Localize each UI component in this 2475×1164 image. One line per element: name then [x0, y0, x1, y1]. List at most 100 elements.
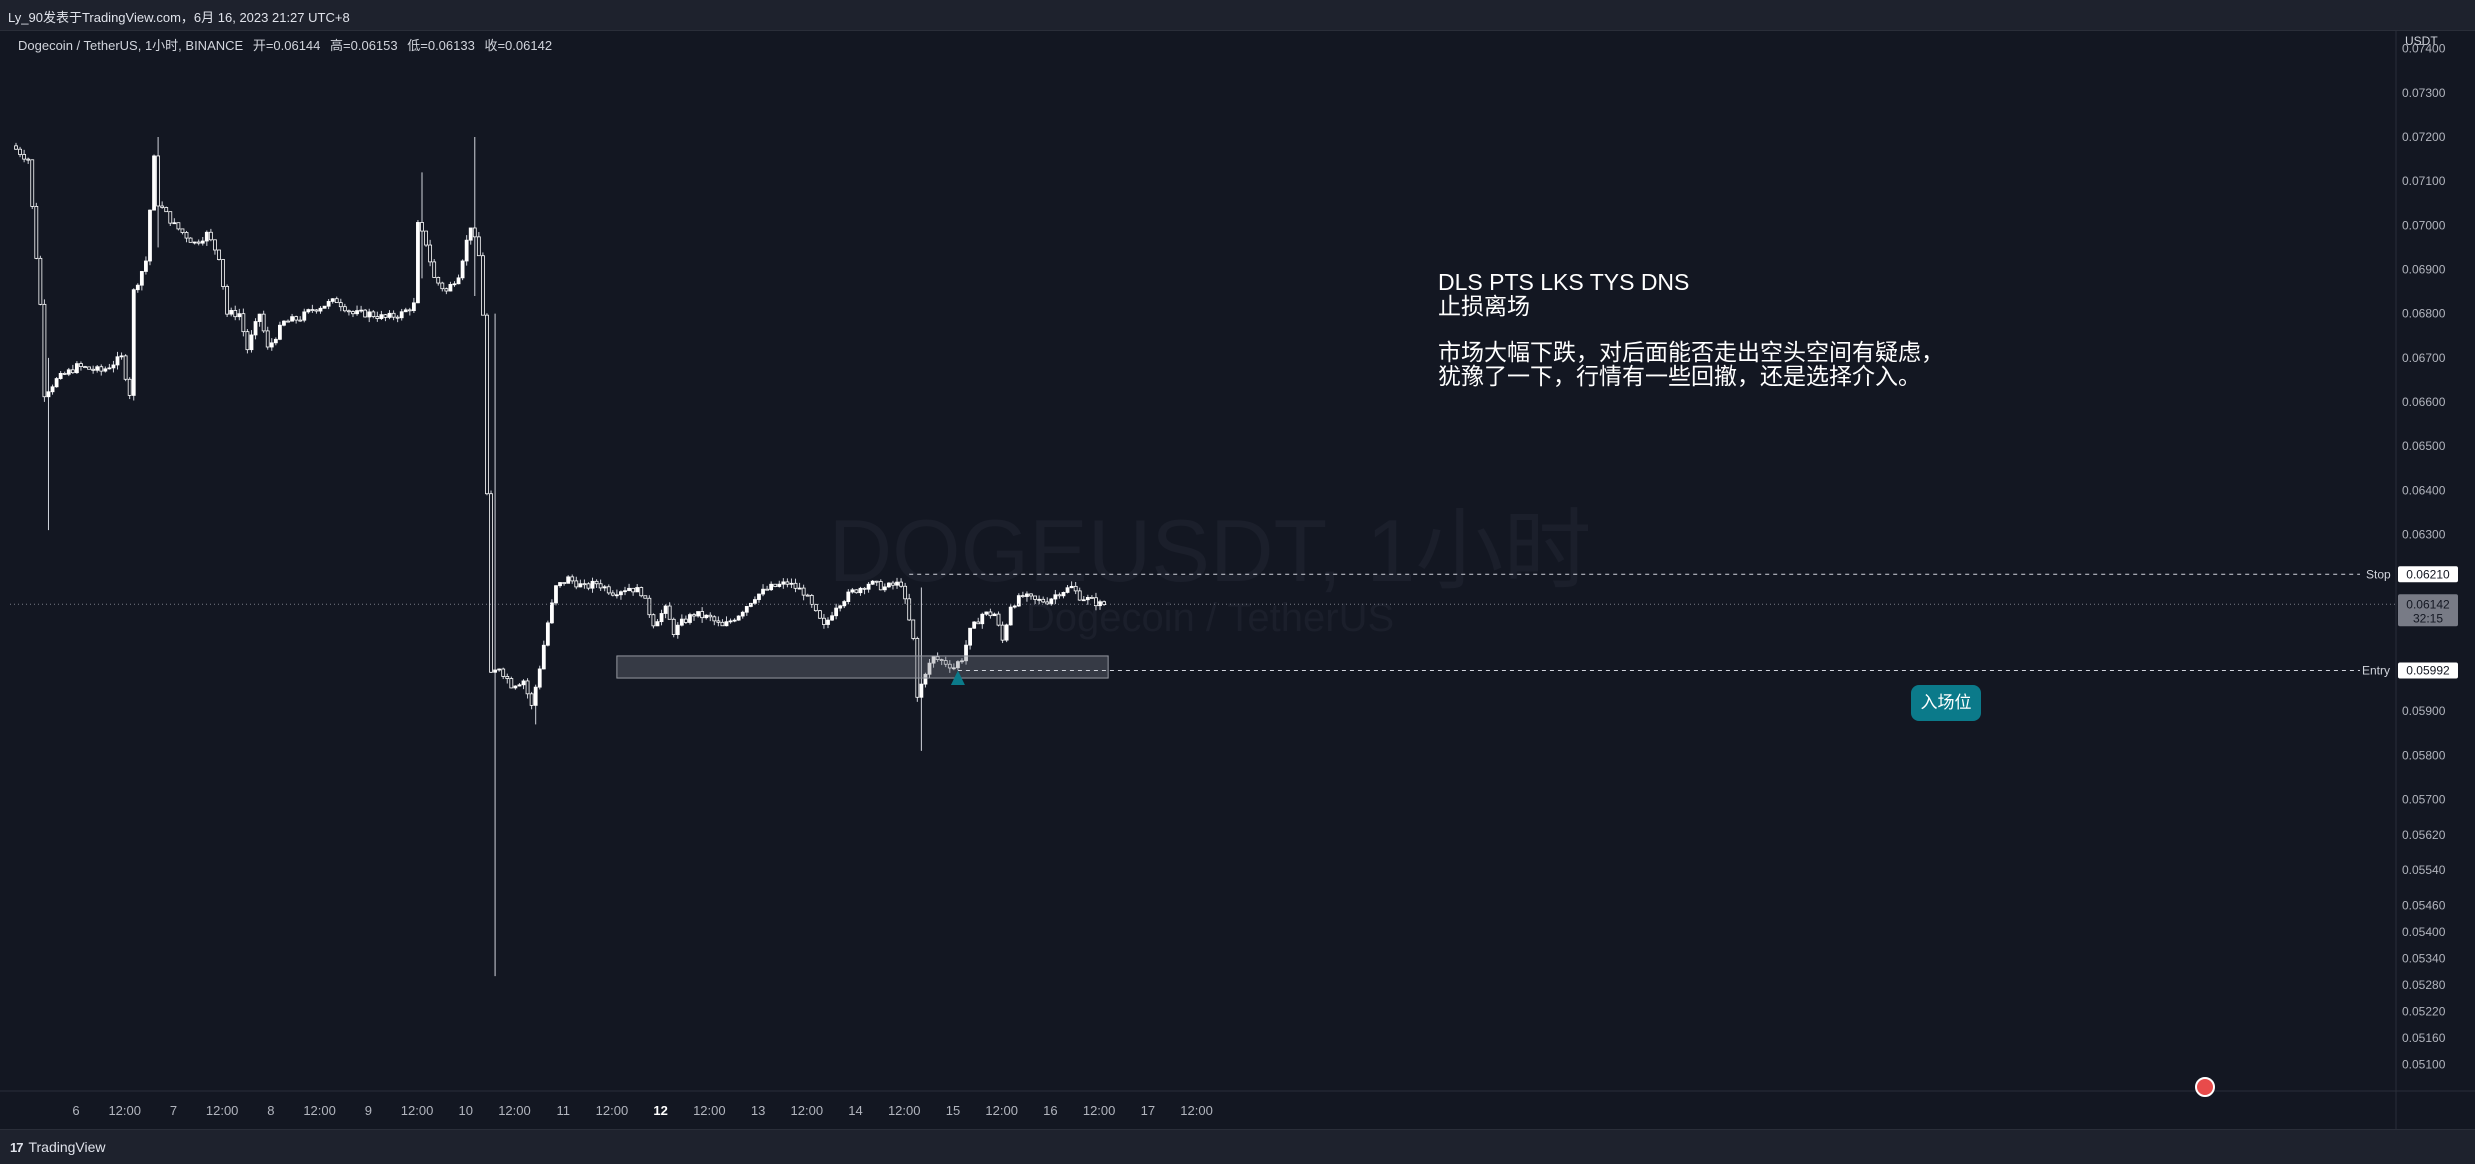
price-tick-label: 0.07300: [2402, 86, 2446, 100]
candle-body: [988, 611, 993, 617]
candle-body: [537, 668, 542, 688]
tradingview-icon: 17: [10, 1139, 24, 1155]
candle-body: [87, 366, 91, 370]
candle-body: [257, 313, 262, 322]
time-tick-label: 12:00: [791, 1103, 824, 1118]
candle-body: [1069, 585, 1074, 589]
candle-body: [956, 661, 960, 669]
stop-price-label: 0.06210: [2406, 567, 2450, 581]
candle-body: [428, 244, 433, 263]
candle-body: [566, 576, 571, 584]
time-tick-label: 12:00: [303, 1103, 336, 1118]
candle-body: [213, 239, 217, 251]
candle-body: [66, 369, 71, 375]
candle-body: [817, 610, 822, 619]
candle-body: [318, 307, 323, 312]
candle-body: [14, 145, 18, 150]
candle-body: [927, 662, 932, 675]
candle-body: [862, 587, 867, 590]
candle-body: [1000, 624, 1005, 641]
time-tick-label: 11: [556, 1103, 570, 1118]
stop-price-badge: [2398, 566, 2458, 583]
candle-body: [1085, 596, 1090, 601]
candle-body: [895, 581, 899, 586]
candle-body: [781, 581, 786, 585]
time-tick-label: 12:00: [596, 1103, 629, 1118]
candle-body: [30, 159, 35, 207]
candle-body: [716, 620, 721, 623]
candle-body: [367, 311, 372, 318]
tradingview-logo[interactable]: 17 TradingView: [10, 1139, 106, 1155]
candle-body: [1073, 585, 1078, 592]
candle-body: [452, 283, 457, 286]
candle-body: [992, 613, 997, 617]
price-tick-label: 0.05160: [2402, 1031, 2446, 1045]
candle-body: [736, 615, 741, 621]
candle-body: [692, 614, 696, 617]
candle-body: [813, 603, 818, 612]
candle-body: [46, 391, 51, 398]
candle-body: [123, 355, 128, 380]
candle-body: [18, 148, 22, 155]
time-tick-label: 12:00: [985, 1103, 1018, 1118]
candle-body: [62, 373, 67, 375]
candle-body: [866, 583, 871, 590]
candle-body: [809, 595, 814, 605]
candle-body: [679, 618, 684, 626]
candle-body: [675, 624, 680, 636]
candle-body: [286, 320, 290, 323]
candle-body: [302, 311, 307, 321]
candle-body: [355, 310, 359, 315]
candle-body: [379, 314, 384, 319]
candle-body: [1045, 601, 1050, 605]
candle-body: [416, 222, 420, 304]
candle-body: [306, 309, 311, 313]
legend-low: 低=0.06133: [407, 38, 475, 53]
candle-body: [870, 580, 875, 585]
candle-body: [229, 310, 234, 315]
callout-pointer: [950, 670, 965, 685]
candle-body: [610, 592, 615, 596]
candle-body: [180, 228, 185, 233]
candle-body: [631, 587, 636, 593]
time-tick-label: 12:00: [206, 1103, 239, 1118]
candle-body: [623, 590, 627, 593]
candle-body: [172, 222, 177, 225]
candle-body: [196, 241, 201, 244]
candle-body: [1004, 624, 1009, 641]
candle-body: [1090, 596, 1094, 599]
candle-body: [107, 367, 112, 370]
legend-high: 高=0.06153: [330, 38, 398, 53]
candle-body: [590, 580, 595, 589]
candle-body: [822, 617, 826, 625]
candle-body: [298, 319, 303, 322]
candle-body: [403, 309, 408, 313]
candle-body: [891, 582, 895, 586]
candle-body: [578, 583, 583, 588]
price-tick-label: 0.06800: [2402, 307, 2446, 321]
price-tick-label: 0.05460: [2402, 899, 2446, 913]
candle-body: [1033, 595, 1037, 600]
time-tick-label: 12: [653, 1103, 667, 1118]
candle-body: [75, 363, 79, 374]
candle-body: [115, 356, 120, 366]
candle-body: [208, 231, 213, 241]
price-tick-label: 0.07200: [2402, 130, 2446, 144]
note-line-2: 止损离场: [1438, 293, 1530, 319]
candle-body: [558, 582, 562, 587]
symbol-legend: Dogecoin / TetherUS, 1小时, BINANCE 开=0.06…: [18, 35, 558, 54]
chart-area[interactable]: DOGEUSDT, 1小时 Dogecoin / TetherUS USDT 0.07…: [0, 31, 2475, 1129]
candle-body: [996, 613, 1001, 626]
candle-body: [834, 607, 839, 617]
candle-body: [874, 580, 879, 583]
candle-body: [144, 260, 148, 272]
last-price-label: 0.06142: [2406, 597, 2450, 611]
candle-body: [233, 310, 238, 318]
time-tick-label: 12:00: [693, 1103, 726, 1118]
candle-body: [1077, 590, 1082, 601]
candle-body: [740, 611, 745, 617]
candle-body: [363, 309, 368, 318]
price-tick-label: 0.05540: [2402, 863, 2446, 877]
candle-body: [951, 667, 956, 670]
